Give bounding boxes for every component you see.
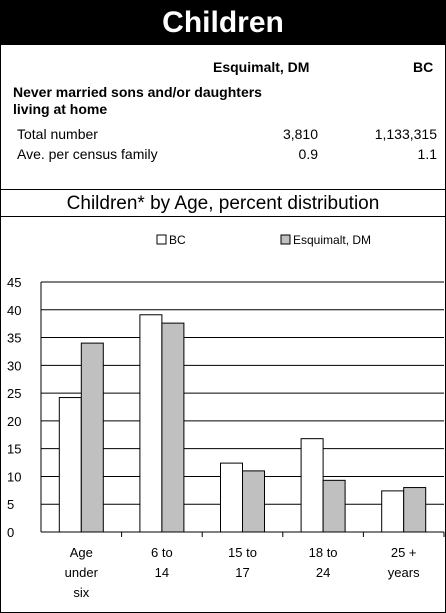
bar-esquimalt: [403, 487, 427, 533]
y-tick-label: 15: [7, 442, 21, 457]
bar-esquimalt: [80, 342, 104, 533]
legend-label: Esquimalt, DM: [293, 233, 371, 247]
y-tick-label: 45: [7, 275, 21, 290]
legend-label: BC: [169, 233, 186, 247]
x-tick-label: 6 to: [151, 545, 173, 560]
y-tick-label: 25: [7, 386, 21, 401]
bar-bc: [220, 462, 243, 533]
y-tick-label: 5: [7, 497, 14, 512]
x-tick-label: under: [65, 565, 99, 580]
column-header-esquimalt: Esquimalt, DM: [213, 59, 310, 75]
row-value-esquimalt: 3,810: [282, 126, 318, 142]
y-tick-label: 0: [7, 525, 14, 540]
table-row: Ave. per census family 0.9 1.1: [1, 146, 445, 164]
row-value-esquimalt: 0.9: [298, 146, 318, 162]
row-value-bc: 1,133,315: [374, 126, 437, 142]
bar-esquimalt: [161, 322, 185, 533]
bar-esquimalt: [242, 470, 265, 533]
chart-title: Children* by Age, percent distribution: [66, 193, 380, 214]
section-label: Never married sons and/or daughters livi…: [13, 84, 262, 117]
bar-bc: [58, 397, 82, 533]
x-tick-label: 14: [155, 565, 169, 580]
row-label: Ave. per census family: [17, 146, 158, 162]
panel-title: Children: [1, 1, 445, 45]
bar-bc: [300, 438, 324, 533]
y-tick-label: 35: [7, 331, 21, 346]
x-tick-label: years: [388, 565, 420, 580]
x-tick-label: 17: [235, 565, 249, 580]
x-tick-label: 18 to: [309, 545, 338, 560]
table-row: Total number 3,810 1,133,315: [1, 126, 445, 144]
bar-bc: [139, 314, 163, 533]
divider: [1, 216, 445, 217]
x-tick-label: six: [73, 585, 89, 600]
divider: [1, 189, 445, 190]
bar-bc: [381, 490, 405, 533]
legend-swatch: [156, 234, 167, 245]
y-tick-label: 40: [7, 303, 21, 318]
column-header-bc: BC: [413, 59, 434, 75]
row-label: Total number: [17, 126, 98, 142]
legend-swatch: [280, 234, 291, 245]
x-tick-label: Age: [70, 545, 93, 560]
row-value-bc: 1.1: [417, 146, 437, 162]
bar-esquimalt: [322, 479, 346, 533]
y-tick-label: 30: [7, 358, 21, 373]
x-tick-label: 15 to: [228, 545, 257, 560]
y-tick-label: 10: [7, 469, 21, 484]
x-tick-label: 24: [316, 565, 330, 580]
x-tick-label: 25 +: [391, 545, 417, 560]
y-tick-label: 20: [7, 414, 21, 429]
